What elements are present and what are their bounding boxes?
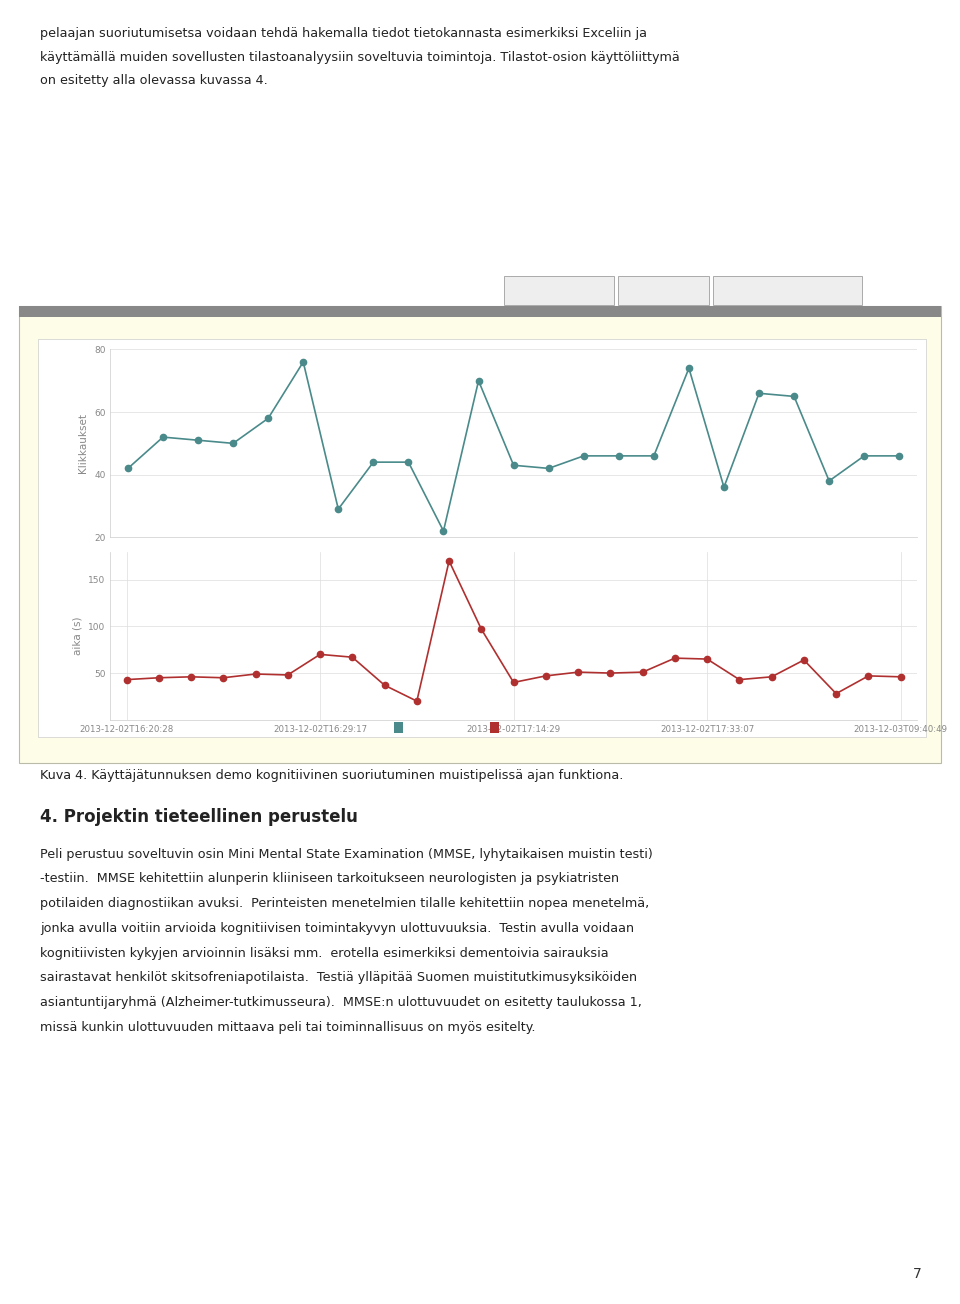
Text: Kuva 4. Käyttäjätunnuksen demo kognitiivinen suoriutuminen muistipelissä ajan fu: Kuva 4. Käyttäjätunnuksen demo kognitiiv…	[40, 769, 624, 782]
Text: 7: 7	[913, 1266, 922, 1281]
Text: jonka avulla voitiin arvioida kognitiivisen toimintakyvyn ulottuvuuksia.  Testin: jonka avulla voitiin arvioida kognitiivi…	[40, 922, 635, 935]
Y-axis label: aika (s): aika (s)	[73, 617, 83, 655]
Text: pelaajan suoriutumisetsa voidaan tehdä hakemalla tiedot tietokannasta esimerkiks: pelaajan suoriutumisetsa voidaan tehdä h…	[40, 27, 647, 40]
Text: 4. Projektin tieteellinen perustelu: 4. Projektin tieteellinen perustelu	[40, 808, 358, 827]
Text: Sanapeli: Sanapeli	[641, 286, 686, 296]
Text: käyttämällä muiden sovellusten tilastoanalyysiin soveltuvia toimintoja. Tilastot: käyttämällä muiden sovellusten tilastoan…	[40, 51, 680, 64]
Text: potilaiden diagnostiikan avuksi.  Perinteisten menetelmien tilalle kehitettiin n: potilaiden diagnostiikan avuksi. Perinte…	[40, 897, 650, 910]
Text: on esitetty alla olevassa kuvassa 4.: on esitetty alla olevassa kuvassa 4.	[40, 74, 268, 87]
Text: Kesto: Kesto	[504, 722, 533, 733]
Text: Peli perustuu soveltuvin osin Mini Mental State Examination (MMSE, lyhytaikaisen: Peli perustuu soveltuvin osin Mini Menta…	[40, 848, 653, 861]
Text: kognitiivisten kykyjen arvioinnin lisäksi mm.  erotella esimerkiksi dementoivia : kognitiivisten kykyjen arvioinnin lisäks…	[40, 947, 609, 960]
Text: asiantuntijaryhmä (Alzheimer-tutkimusseura).  MMSE:n ulottuvuudet on esitetty ta: asiantuntijaryhmä (Alzheimer-tutkimusseu…	[40, 996, 642, 1009]
Text: sairastavat henkilöt skitsofreniapotilaista.  Testiä ylläpitää Suomen muistitutk: sairastavat henkilöt skitsofreniapotilai…	[40, 971, 637, 985]
Text: missä kunkin ulottuvuuden mittaava peli tai toiminnallisuus on myös esitelty.: missä kunkin ulottuvuuden mittaava peli …	[40, 1021, 536, 1034]
Y-axis label: Klikkaukset: Klikkaukset	[79, 413, 88, 473]
Text: -testiin.  MMSE kehitettiin alunperin kliiniseen tarkoitukseen neurologisten ja : -testiin. MMSE kehitettiin alunperin kli…	[40, 872, 619, 885]
Text: Muistipeli: Muistipeli	[534, 286, 585, 296]
Text: Klikkaukset: Klikkaukset	[408, 722, 468, 733]
Text: demo : D. Erno, muistipelit: demo : D. Erno, muistipelit	[43, 317, 284, 335]
Text: Assosiaatiopeli: Assosiaatiopeli	[749, 286, 827, 296]
